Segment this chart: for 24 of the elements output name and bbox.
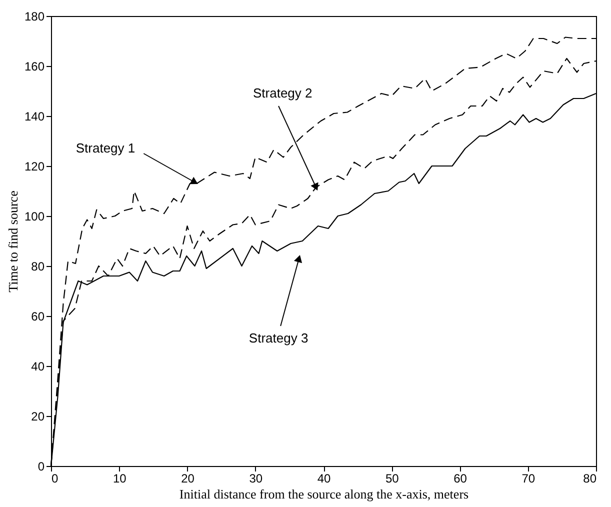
x-tick-label: 60 bbox=[454, 472, 468, 486]
y-tick-label: 140 bbox=[24, 110, 45, 124]
y-tick-label: 180 bbox=[24, 10, 45, 24]
x-axis-title: Initial distance from the source along the x-axis, meters bbox=[179, 486, 469, 502]
x-tick-label: 40 bbox=[317, 472, 331, 486]
annotation: Strategy 1 bbox=[76, 140, 136, 156]
x-tick-label: 70 bbox=[522, 472, 536, 486]
y-tick-label: 40 bbox=[31, 360, 45, 374]
x-tick-label: 30 bbox=[249, 472, 263, 486]
y-tick-label: 0 bbox=[38, 460, 45, 474]
x-tick-label: 20 bbox=[181, 472, 195, 486]
y-tick-label: 60 bbox=[31, 310, 45, 324]
annotation: Strategy 2 bbox=[252, 86, 312, 100]
y-tick-label: 100 bbox=[24, 210, 45, 224]
annotation: Strategy 3 bbox=[248, 330, 308, 346]
x-tick-label: 80 bbox=[583, 472, 597, 486]
y-tick-label: 20 bbox=[31, 410, 45, 424]
x-tick-label: 50 bbox=[385, 472, 400, 486]
x-tick-label: 0 bbox=[52, 472, 58, 486]
x-tick-label: 10 bbox=[112, 472, 127, 486]
y-tick-label: 80 bbox=[31, 260, 45, 274]
y-tick-label: 160 bbox=[24, 60, 45, 74]
y-axis-title: Time to find source bbox=[5, 190, 20, 292]
y-tick-label: 120 bbox=[24, 160, 45, 174]
